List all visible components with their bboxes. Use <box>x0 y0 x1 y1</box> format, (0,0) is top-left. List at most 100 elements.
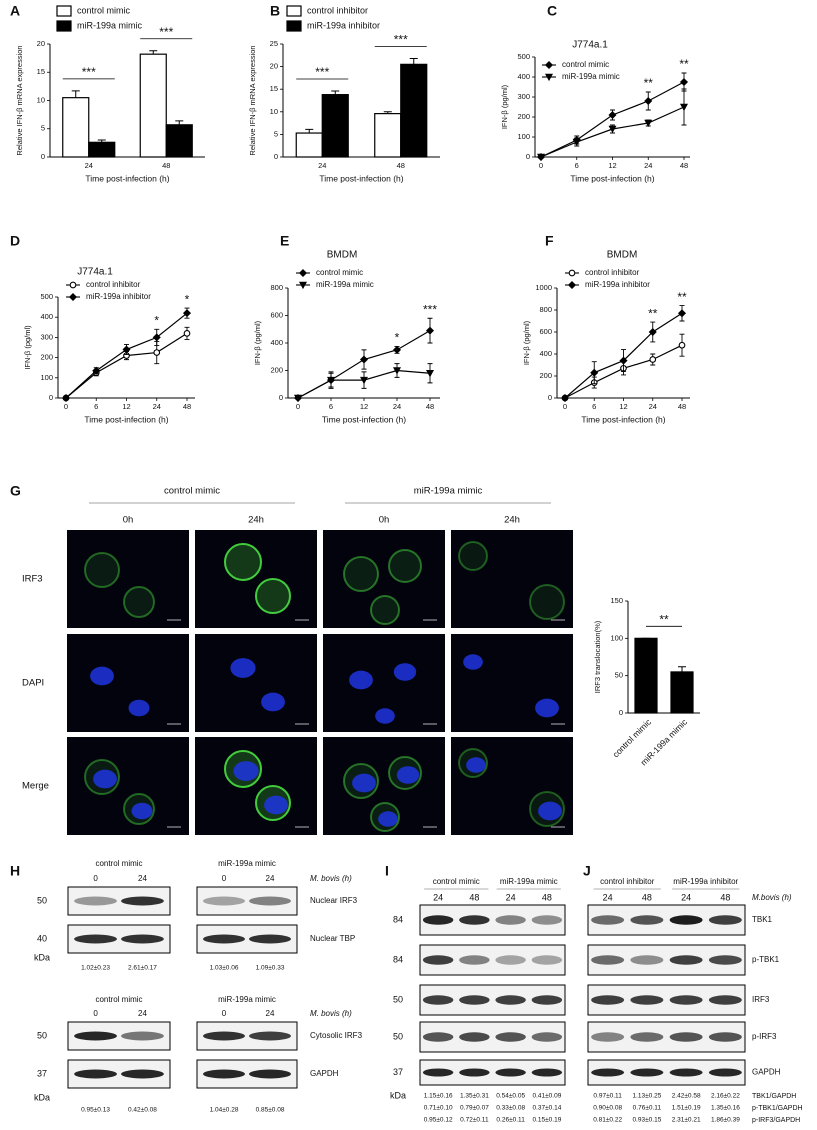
y-tick-label: 800 <box>539 305 552 314</box>
time-label: 0h <box>379 515 390 526</box>
kda-label: 40 <box>37 933 47 943</box>
error-bar <box>71 90 80 98</box>
quantification: 0.79±0.07 <box>460 1105 489 1112</box>
error-bar <box>678 666 686 672</box>
band-label: GAPDH <box>310 1069 339 1078</box>
irf3-signal <box>255 578 291 614</box>
irf3-signal <box>224 543 262 581</box>
band <box>203 1031 245 1041</box>
band <box>249 896 291 906</box>
marker <box>392 345 402 354</box>
x-tick-label: 48 <box>678 402 686 411</box>
kda-label: 50 <box>393 1031 403 1041</box>
marker <box>152 333 161 342</box>
kda-unit: kDa <box>34 1092 50 1102</box>
legend-label: control inhibitor <box>86 280 141 289</box>
legend-label: miR-199a inhibitor <box>86 292 151 301</box>
band <box>495 955 526 965</box>
kda-label: 50 <box>37 1030 47 1040</box>
kda-label: 84 <box>393 914 403 924</box>
nucleus <box>396 766 420 784</box>
band <box>203 1069 245 1079</box>
band-label: IRF3 <box>752 995 770 1004</box>
annotation: *** <box>159 25 173 39</box>
micrograph <box>195 737 317 835</box>
x-tick-label: 24 <box>393 402 401 411</box>
y-tick-label: 0 <box>279 393 283 402</box>
band <box>249 934 291 944</box>
band-label: GAPDH <box>752 1068 781 1077</box>
micrograph <box>67 737 189 835</box>
bar <box>62 97 90 158</box>
lane-label: 0 <box>93 1009 98 1018</box>
x-tick-label: 12 <box>122 402 130 411</box>
marker <box>153 349 161 356</box>
panel-label: G <box>10 483 21 499</box>
marker <box>678 341 686 349</box>
annotation: *** <box>394 33 408 47</box>
kda-label: 37 <box>393 1067 403 1077</box>
quantification: 0.54±0.05 <box>496 1093 525 1100</box>
band-label: Nuclear IRF3 <box>310 896 358 905</box>
y-tick-label: 0 <box>619 708 623 717</box>
quantification-label: p-IRF3/GAPDH <box>752 1117 800 1124</box>
panel-label: F <box>545 233 554 249</box>
group-label: miR-199a inhibitor <box>673 877 738 886</box>
legend-label: control mimic <box>77 5 131 15</box>
annotation: *** <box>315 65 329 79</box>
quantification: 1.35±0.31 <box>460 1093 489 1100</box>
x-axis-label: Time post-infection (h) <box>322 414 406 424</box>
row-label: Merge <box>22 781 49 792</box>
x-axis-label: Time post-infection (h) <box>84 414 168 424</box>
band <box>121 934 164 944</box>
band <box>531 915 563 925</box>
marker <box>648 327 657 337</box>
band <box>630 955 664 965</box>
legend-swatch <box>286 20 302 32</box>
quantification: 0.26±0.11 <box>496 1117 525 1124</box>
condition-label: M. bovis (h) <box>310 1009 352 1018</box>
lane-label: 48 <box>469 892 479 902</box>
x-tick-label: 12 <box>619 402 627 411</box>
lane-label: 24 <box>681 892 691 902</box>
nucleus <box>261 692 285 712</box>
x-axis-label: Time post-infection (h) <box>85 173 169 183</box>
lane-label: 48 <box>642 892 652 902</box>
nucleus <box>535 698 559 718</box>
y-axis-label: IRF3 translocation(%) <box>593 620 602 693</box>
legend-label: control mimic <box>562 60 609 69</box>
band <box>249 1069 291 1079</box>
x-tick-label: 12 <box>608 161 616 170</box>
error-bar <box>383 111 392 114</box>
micrograph <box>451 634 573 732</box>
annotation: * <box>395 331 400 345</box>
annotation: * <box>154 313 159 327</box>
nucleus <box>466 757 486 773</box>
legend-marker <box>544 73 554 82</box>
x-tick-label: 0 <box>296 402 300 411</box>
bar <box>295 132 323 158</box>
bar <box>165 124 193 158</box>
x-tick-label: 24 <box>649 402 657 411</box>
band <box>531 995 563 1005</box>
kda-label: 37 <box>37 1068 47 1078</box>
chart-title: J774a.1 <box>77 267 113 278</box>
marker <box>649 356 657 363</box>
irf3-signal <box>343 556 379 592</box>
bar <box>321 94 349 158</box>
band-label: Nuclear TBP <box>310 934 355 943</box>
condition-label: M. bovis (h) <box>310 874 352 883</box>
x-tick-label: 6 <box>329 402 333 411</box>
x-axis-label: Time post-infection (h) <box>570 173 654 183</box>
band <box>630 915 664 925</box>
band <box>74 896 117 906</box>
band <box>74 1031 117 1041</box>
y-tick-label: 100 <box>517 132 530 141</box>
quantification-label: p-TBK1/GAPDH <box>752 1105 803 1112</box>
y-tick-label: 100 <box>40 373 53 382</box>
band <box>459 955 490 965</box>
time-label: 0h <box>123 515 134 526</box>
band <box>708 1032 742 1042</box>
y-tick-label: 10 <box>270 107 278 116</box>
